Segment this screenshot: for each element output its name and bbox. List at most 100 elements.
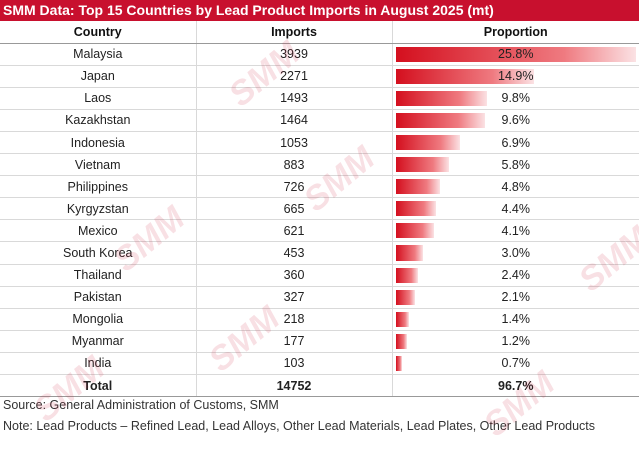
proportion-bar <box>395 333 407 349</box>
proportion-bar <box>395 90 487 106</box>
proportion-label: 3.0% <box>501 245 531 260</box>
proportion-label: 9.8% <box>501 91 531 106</box>
imports-cell: 1464 <box>195 109 392 132</box>
imports-cell: 665 <box>195 197 392 221</box>
total-imports: 14752 <box>195 373 392 398</box>
proportion-bar <box>395 157 450 173</box>
imports-cell: 103 <box>195 352 392 376</box>
proportion-cell: 4.4% <box>391 197 639 221</box>
proportion-bar <box>395 223 434 239</box>
proportion-cell: 14.9% <box>391 65 639 88</box>
country-cell: Indonesia <box>0 131 196 155</box>
chart-title: SMM Data: Top 15 Countries by Lead Produ… <box>0 0 639 21</box>
country-cell: Kyrgyzstan <box>0 197 196 221</box>
imports-cell: 360 <box>195 264 392 287</box>
imports-cell: 327 <box>195 286 392 309</box>
total-proportion: 96.7% <box>391 373 639 398</box>
source-note: Source: General Administration of Custom… <box>3 398 279 412</box>
country-cell: Mongolia <box>0 308 196 331</box>
table-row: Kyrgyzstan 665 4.4% <box>0 197 639 221</box>
column-header-imports: Imports <box>195 21 392 44</box>
proportion-label: 25.8% <box>498 47 534 62</box>
proportion-cell: 6.9% <box>391 131 639 155</box>
table-row: Mexico 621 4.1% <box>0 219 639 243</box>
proportion-cell: 3.0% <box>391 241 639 265</box>
total-label: Total <box>0 373 196 398</box>
imports-cell: 453 <box>195 241 392 265</box>
proportion-cell: 25.8% <box>391 43 639 66</box>
imports-table: Country Imports Proportion Malaysia 3939 2… <box>0 21 639 398</box>
proportion-cell: 5.8% <box>391 153 639 177</box>
proportion-label: 6.9% <box>501 135 531 150</box>
proportion-bar <box>395 46 636 62</box>
proportion-cell: 4.1% <box>391 219 639 243</box>
country-cell: Kazakhstan <box>0 109 196 132</box>
proportion-bar <box>395 201 437 217</box>
proportion-bar <box>395 289 416 305</box>
imports-cell: 1053 <box>195 131 392 155</box>
proportion-label: 4.8% <box>501 179 531 194</box>
imports-cell: 177 <box>195 330 392 353</box>
table-header-row: Country Imports Proportion <box>0 21 639 44</box>
country-cell: South Korea <box>0 241 196 265</box>
proportion-label: 2.1% <box>501 290 531 305</box>
proportion-bar <box>395 267 418 283</box>
proportion-bar <box>395 245 424 261</box>
column-header-country: Country <box>0 21 196 44</box>
proportion-label: 4.1% <box>501 223 531 238</box>
table-row: Philippines 726 4.8% <box>0 175 639 199</box>
proportion-bar <box>395 355 402 371</box>
country-cell: Thailand <box>0 264 196 287</box>
table-row: Pakistan 327 2.1% <box>0 286 639 309</box>
table-row: South Korea 453 3.0% <box>0 241 639 265</box>
proportion-label: 2.4% <box>501 268 531 283</box>
imports-cell: 1493 <box>195 87 392 110</box>
table-row: Malaysia 3939 25.8% <box>0 43 639 66</box>
proportion-label: 1.4% <box>501 312 531 327</box>
table-row: Kazakhstan 1464 9.6% <box>0 109 639 132</box>
country-cell: India <box>0 352 196 376</box>
table-row: Myanmar 177 1.2% <box>0 330 639 353</box>
proportion-label: 1.2% <box>501 334 531 349</box>
country-cell: Mexico <box>0 219 196 243</box>
proportion-cell: 9.6% <box>391 109 639 132</box>
country-cell: Japan <box>0 65 196 88</box>
proportion-label: 5.8% <box>501 157 531 172</box>
column-header-proportion: Proportion <box>391 21 639 44</box>
proportion-bar <box>395 68 535 84</box>
country-cell: Laos <box>0 87 196 110</box>
proportion-cell: 0.7% <box>391 352 639 376</box>
imports-cell: 883 <box>195 153 392 177</box>
country-cell: Philippines <box>0 175 196 199</box>
proportion-cell: 2.4% <box>391 264 639 287</box>
table-row: Mongolia 218 1.4% <box>0 308 639 331</box>
table-row: Japan 2271 14.9% <box>0 65 639 88</box>
country-cell: Vietnam <box>0 153 196 177</box>
imports-cell: 726 <box>195 175 392 199</box>
imports-cell: 2271 <box>195 65 392 88</box>
table-body: Malaysia 3939 25.8% Japan 2271 14.9% Laos 1493 9… <box>0 43 639 376</box>
total-row: Total 14752 96.7% <box>0 373 639 398</box>
country-cell: Myanmar <box>0 330 196 353</box>
proportion-bar <box>395 311 409 327</box>
proportion-cell: 4.8% <box>391 175 639 199</box>
proportion-label: 0.7% <box>501 356 531 371</box>
country-cell: Pakistan <box>0 286 196 309</box>
table-row: Indonesia 1053 6.9% <box>0 131 639 155</box>
imports-cell: 218 <box>195 308 392 331</box>
proportion-cell: 9.8% <box>391 87 639 110</box>
table-row: Vietnam 883 5.8% <box>0 153 639 177</box>
proportion-label: 14.9% <box>498 69 534 84</box>
table-row: Laos 1493 9.8% <box>0 87 639 110</box>
country-cell: Malaysia <box>0 43 196 66</box>
proportion-label: 9.6% <box>501 113 531 128</box>
proportion-cell: 1.2% <box>391 330 639 353</box>
products-note: Note: Lead Products – Refined Lead, Lead… <box>3 419 596 433</box>
proportion-bar <box>395 112 485 128</box>
imports-cell: 3939 <box>195 43 392 66</box>
table-row: India 103 0.7% <box>0 352 639 376</box>
imports-cell: 621 <box>195 219 392 243</box>
proportion-cell: 1.4% <box>391 308 639 331</box>
proportion-cell: 2.1% <box>391 286 639 309</box>
proportion-bar <box>395 134 460 151</box>
